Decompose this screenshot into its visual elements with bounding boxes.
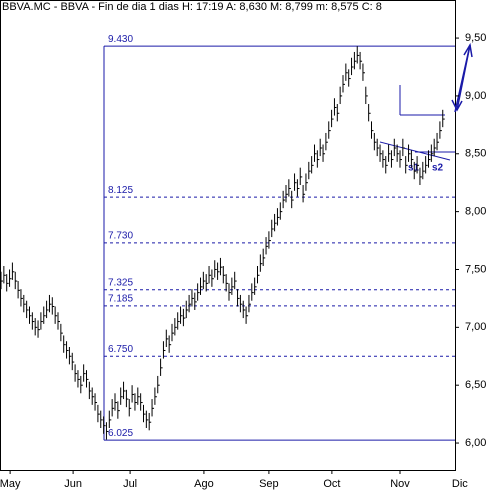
level-label: 6.025 bbox=[108, 428, 133, 439]
x-tick-label: Jul bbox=[123, 478, 137, 490]
y-tick-label: 6,50 bbox=[465, 379, 486, 391]
arrow bbox=[456, 44, 471, 111]
arrow-head bbox=[451, 99, 463, 112]
x-tick-label: Oct bbox=[323, 478, 340, 490]
level-label: 7.730 bbox=[108, 231, 133, 242]
level-label: 7.325 bbox=[108, 277, 133, 288]
x-tick-label: Sep bbox=[259, 478, 279, 490]
annotation: s2 bbox=[432, 163, 444, 174]
level-label: 7.185 bbox=[108, 294, 133, 305]
y-tick-label: 8,50 bbox=[465, 148, 486, 160]
x-tick-label: May bbox=[0, 478, 21, 490]
y-tick-label: 8,00 bbox=[465, 206, 486, 218]
y-tick-label: 6,00 bbox=[465, 437, 486, 449]
y-tick-label: 7,00 bbox=[465, 321, 486, 333]
plot-frame bbox=[0, 0, 456, 471]
chart-title: BBVA.MC - BBVA - Fin de dia 1 dias H: 17… bbox=[2, 1, 382, 13]
support-line bbox=[379, 141, 451, 161]
y-tick-label: 9,50 bbox=[465, 32, 486, 44]
x-tick-label: Dic bbox=[452, 478, 468, 490]
y-tick-label: 9,00 bbox=[465, 90, 486, 102]
x-tick-label: Nov bbox=[390, 478, 410, 490]
trend-lines bbox=[379, 42, 473, 161]
y-tick-label: 7,50 bbox=[465, 263, 486, 275]
x-tick-label: Jun bbox=[64, 478, 82, 490]
level-label: 8.125 bbox=[108, 185, 133, 196]
level-label: 6.750 bbox=[108, 344, 133, 355]
x-tick-label: Ago bbox=[194, 478, 214, 490]
level-label: 9.430 bbox=[108, 34, 133, 45]
